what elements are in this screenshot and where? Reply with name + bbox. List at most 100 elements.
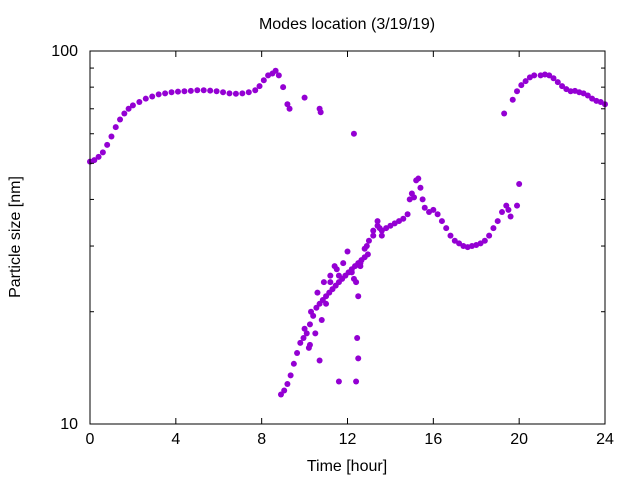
data-point [554,79,561,86]
data-point [514,202,521,209]
data-point [559,83,566,90]
data-point [314,289,321,296]
data-point [443,225,450,232]
data-point [415,175,422,182]
data-point [306,341,313,348]
y-tick-label: 10 [60,416,78,433]
data-point [327,272,334,279]
data-point [280,84,287,91]
data-point [411,194,418,201]
data-point [301,325,308,332]
data-point [91,157,98,164]
data-point [335,378,342,385]
data-point [490,225,497,232]
data-point [320,279,327,286]
data-point [297,339,304,346]
data-point [239,90,246,97]
data-point [95,153,102,160]
data-point [518,82,525,89]
data-point [363,243,370,250]
data-point [187,87,194,94]
y-axis: 10 100 [51,43,605,433]
plot-area [87,67,608,398]
x-axis-label: Time [hour] [307,458,387,475]
data-point [129,102,136,109]
data-point [499,209,505,216]
data-point [357,263,364,270]
data-point [286,105,293,112]
data-point [308,308,315,315]
x-tick-label: 12 [339,431,357,448]
data-point [272,67,279,74]
data-point [317,109,324,116]
data-point [290,360,297,367]
x-tick-label: 4 [171,431,180,448]
data-point [226,90,233,97]
data-point [162,90,169,97]
data-point [430,206,437,213]
data-point [200,87,207,94]
data-point [531,72,538,79]
data-point [447,232,454,239]
data-point [284,101,291,108]
data-point [275,72,282,79]
data-point [486,232,493,239]
data-point [550,75,557,82]
data-point [284,381,291,388]
chart-title: Modes location (3/19/19) [259,16,435,33]
data-point [312,330,319,337]
data-point [364,251,371,258]
data-point [327,279,334,286]
data-point [477,240,484,247]
data-point [125,105,132,112]
data-point [509,96,516,103]
data-point [501,110,508,117]
data-point [494,218,501,225]
data-point [584,92,591,99]
data-point [350,130,357,137]
data-point [220,89,227,96]
data-point [260,77,267,84]
data-point [112,124,119,131]
data-point [149,93,156,100]
data-point [301,94,308,101]
data-point [174,88,181,95]
data-point [546,72,553,79]
data-point [303,330,310,337]
data-point [287,372,294,379]
data-point [374,222,381,229]
data-point [355,355,362,362]
data-point [294,350,301,357]
data-point [378,232,385,239]
data-point [451,237,458,244]
data-point [333,266,340,273]
data-point [355,293,362,300]
plot-frame [89,50,606,425]
data-point [404,211,411,218]
data-point [155,91,162,98]
data-point [121,110,128,117]
data-point [365,237,372,244]
data-point [419,196,426,203]
data-point [245,89,252,96]
data-point [117,116,124,123]
data-point [213,88,220,95]
data-point [522,78,529,85]
data-point [277,391,284,398]
data-point [99,149,106,156]
data-point [181,88,188,95]
data-point [335,272,342,279]
data-point [136,98,143,105]
data-point [438,218,445,225]
data-point [400,215,407,222]
x-axis: 0 4 8 12 16 20 24 [86,51,614,448]
data-point [344,248,351,255]
y-tick-label: 100 [51,43,78,60]
y-axis-label: Particle size [nm] [7,176,24,298]
data-point [348,269,355,276]
data-point [281,387,288,394]
data-point [353,378,360,385]
x-tick-label: 0 [86,431,95,448]
data-point [318,317,325,324]
